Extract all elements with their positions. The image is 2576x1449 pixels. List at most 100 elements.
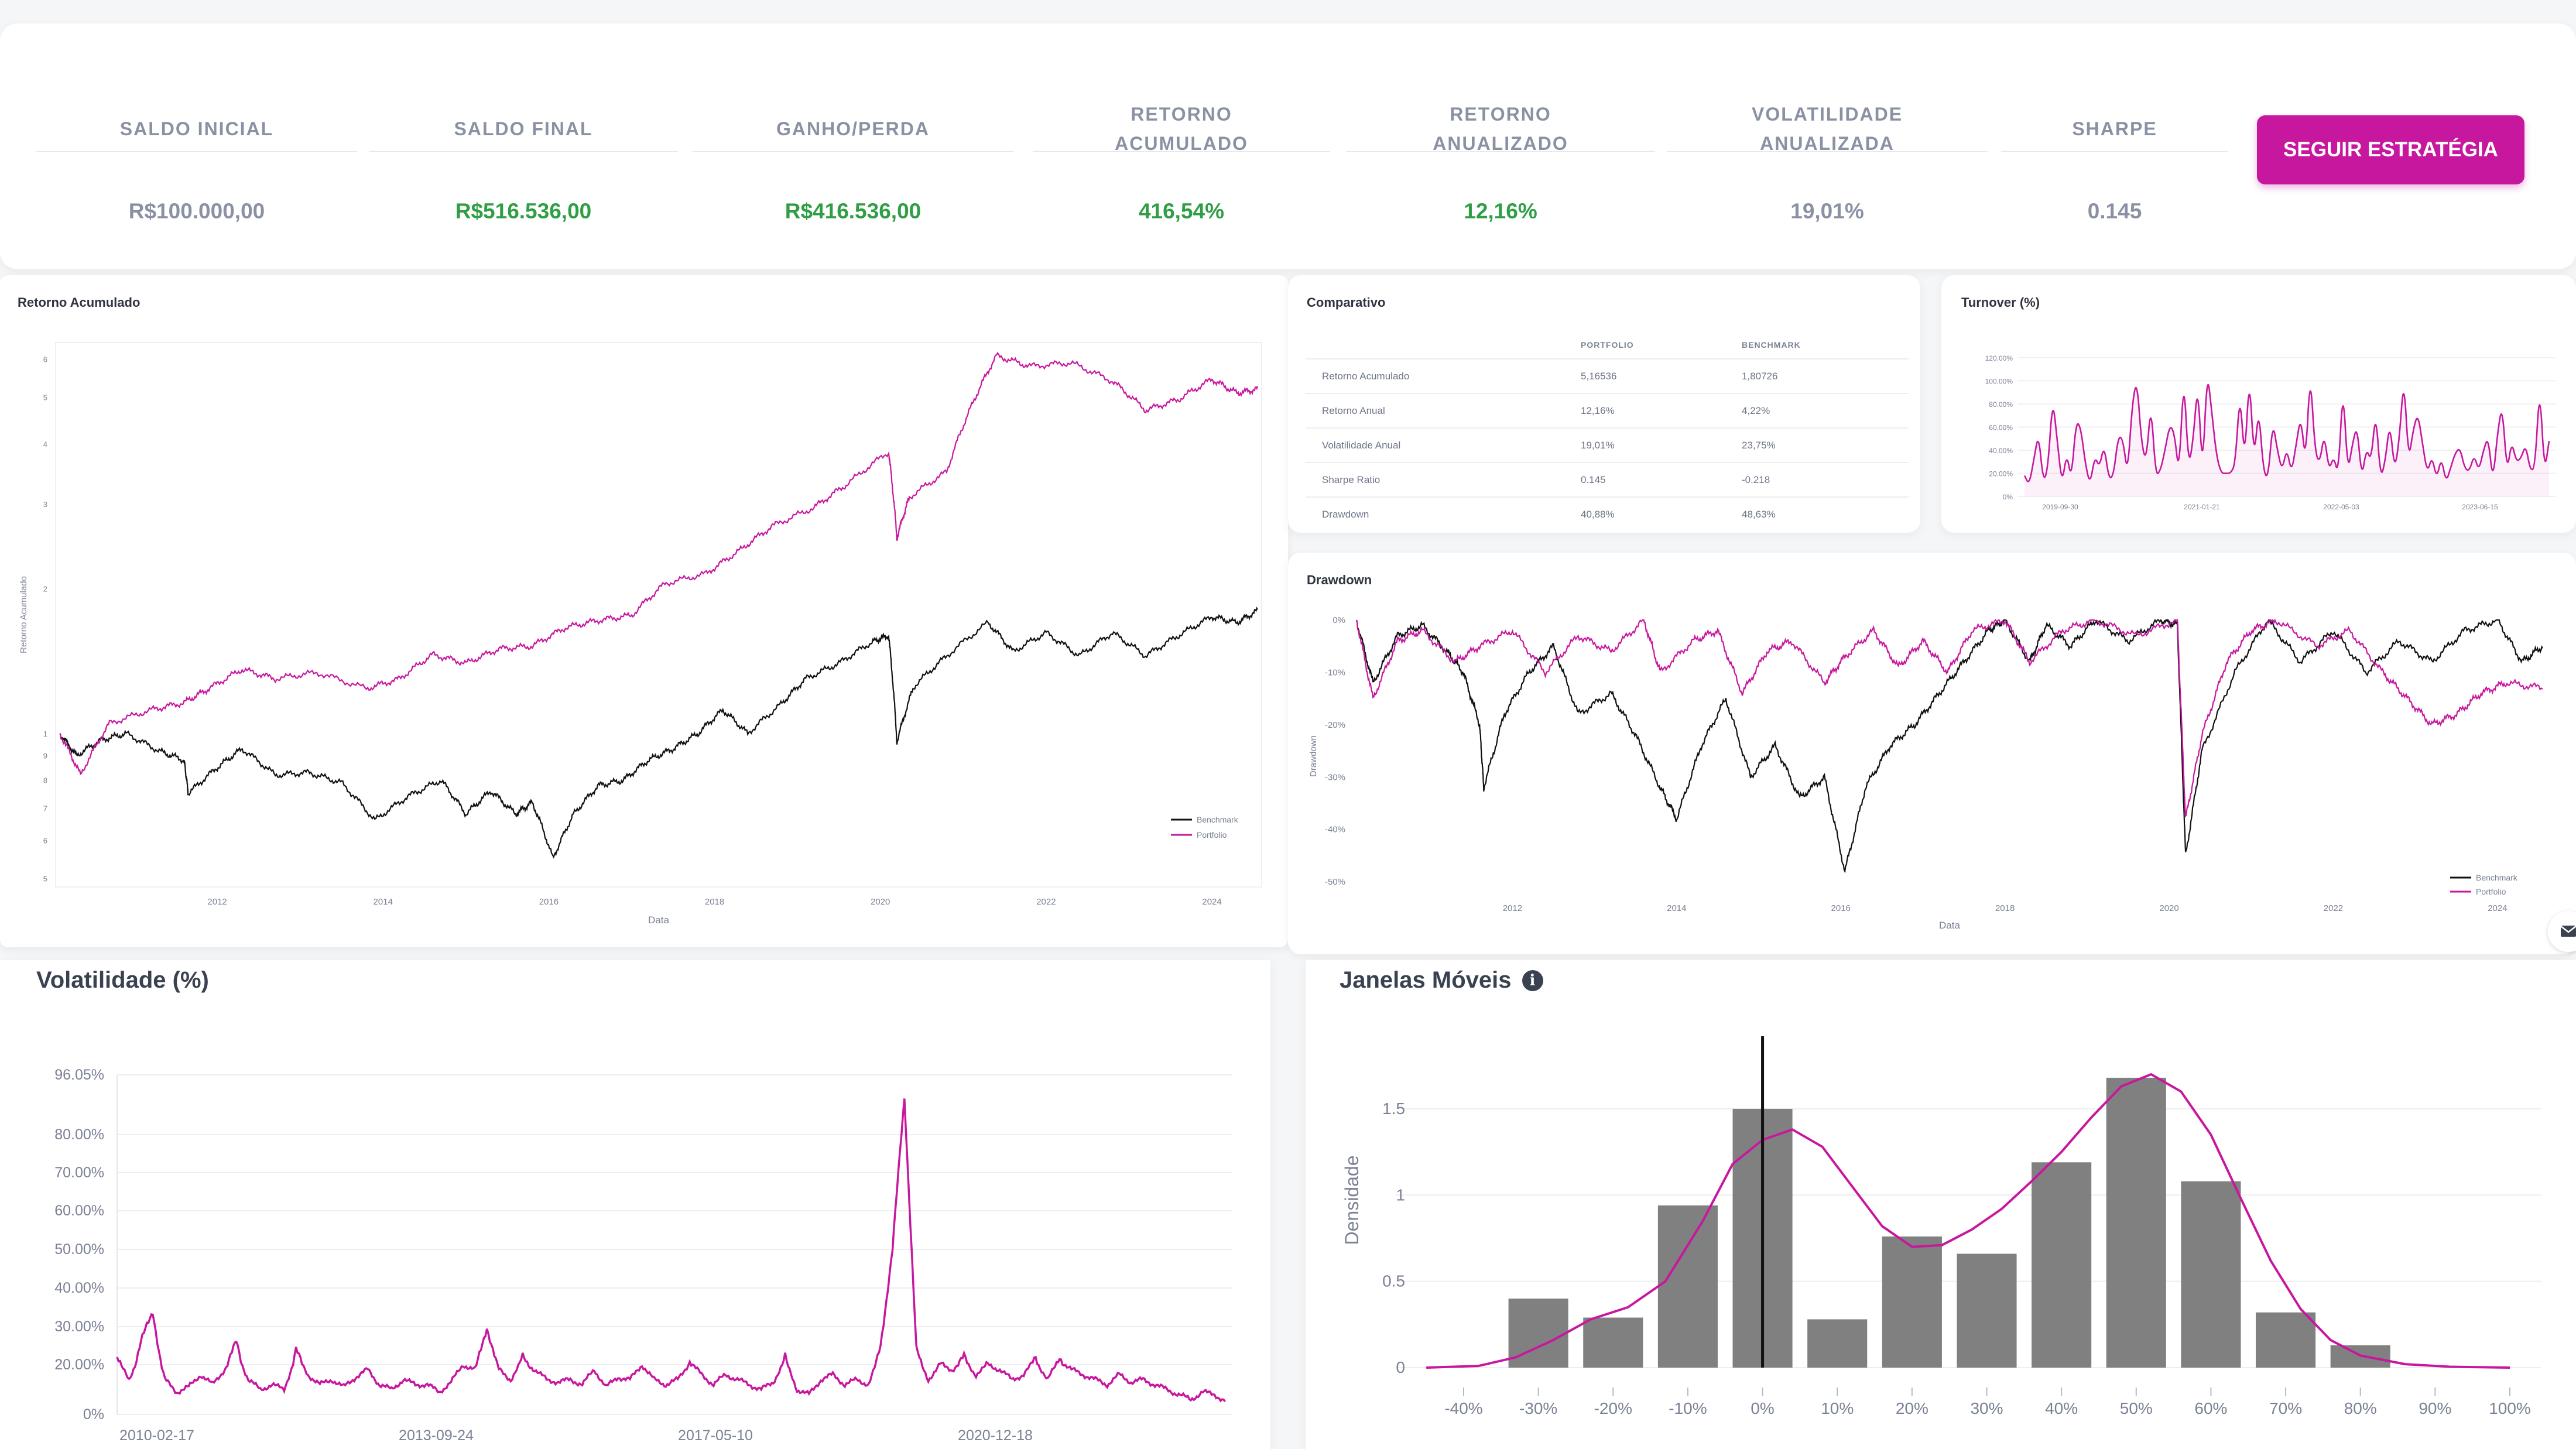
stat-label: SHARPE [2072, 118, 2157, 139]
table-header-row: PORTFOLIO BENCHMARK [1306, 331, 1909, 359]
legend-label: Portfolio [2476, 887, 2506, 896]
mail-icon[interactable] [2548, 911, 2576, 952]
axis-tick-label: 20.00% [1989, 470, 2013, 478]
axis-tick-label: 2020-12-18 [958, 1427, 1033, 1444]
x-axis-label: Data [648, 914, 669, 926]
column-header: BENCHMARK [1742, 340, 1801, 350]
series-line-benchmark [1355, 618, 2543, 873]
series-line-portfolio [1355, 618, 2543, 818]
axis-tick-label: 2010-02-17 [119, 1427, 194, 1444]
axis-tick-label: 50% [2120, 1399, 2153, 1417]
table-row: Sharpe Ratio 0.145 -0.218 [1306, 462, 1909, 497]
axis-tick-label: 2023-06-15 [2462, 503, 2498, 511]
stat-1: SALDO FINAL R$516.536,00 [365, 23, 681, 269]
axis-tick-label: 100% [2489, 1399, 2531, 1417]
table-cell: Volatilidade Anual [1306, 427, 1581, 463]
axis-tick-label: 2017-05-10 [678, 1427, 753, 1444]
legend-label: Portfolio [1197, 830, 1227, 840]
table-row: Retorno Acumulado 5,16536 1,80726 [1306, 358, 1909, 393]
y-axis-label: Densidade [1341, 1156, 1362, 1245]
histogram-bar [1882, 1236, 1942, 1368]
axis-tick-label: 3 [43, 500, 47, 509]
table-cell: 12,16% [1581, 393, 1742, 428]
stat-label: SALDO INICIAL [119, 118, 274, 139]
histogram-bar [1583, 1317, 1643, 1368]
table-cell: Sharpe Ratio [1306, 462, 1581, 497]
stat-label: RETORNO ACUMULADO [1115, 104, 1248, 154]
histogram-bar [2256, 1312, 2316, 1368]
axis-tick-label: 1 [43, 729, 47, 738]
comparativo-table: PORTFOLIO BENCHMARK Retorno Acumulado 5,165… [1306, 331, 1909, 532]
x-axis-label: Data [1939, 920, 1960, 931]
table-cell: 23,75% [1742, 427, 1909, 463]
axis-tick-label: 40.00% [54, 1280, 104, 1296]
axis-tick-label: -30% [1519, 1399, 1557, 1417]
axis-tick-label: 100.00% [1985, 377, 2013, 385]
table-row: Drawdown 40,88% 48,63% [1306, 496, 1909, 532]
axis-tick-label: 2012 [1503, 903, 1522, 913]
stat-value: 19,01% [1790, 199, 1864, 223]
stat-divider [1033, 151, 1330, 152]
axis-tick-label: 2020 [2159, 903, 2178, 913]
volatilidade-chart: 0% 20.00% 30.00% 40.00% 50.00% 60.00% 70.00% 80… [54, 1067, 1232, 1444]
axis-tick-label: 90% [2419, 1399, 2451, 1417]
column-header [1306, 331, 1581, 359]
axis-tick-label: 2020 [871, 897, 890, 907]
axis-tick-label: 2018 [1995, 903, 2015, 913]
janelas-moveis-title: Janelas Móveis i [1340, 967, 1543, 994]
follow-strategy-button[interactable]: SEGUIR ESTRATÉGIA [2257, 115, 2524, 184]
stat-divider [1346, 151, 1655, 152]
axis-tick-label: 1.5 [1382, 1099, 1405, 1118]
column-header: PORTFOLIO [1581, 340, 1634, 350]
info-icon[interactable]: i [1522, 970, 1543, 991]
table-cell: Drawdown [1306, 496, 1581, 532]
axis-tick-label: 30.00% [54, 1318, 104, 1335]
stat-label: SALDO FINAL [454, 118, 593, 139]
axis-tick-label: 9 [43, 752, 47, 761]
table-cell: 1,80726 [1742, 358, 1909, 393]
table-row: Retorno Anual 12,16% 4,22% [1306, 393, 1909, 428]
table-cell: Retorno Acumulado [1306, 358, 1581, 393]
axis-tick-label: 2019-09-30 [2042, 503, 2078, 511]
axis-tick-label: 80% [2344, 1399, 2377, 1417]
table-row: Volatilidade Anual 19,01% 23,75% [1306, 427, 1909, 463]
table-cell: Retorno Anual [1306, 393, 1581, 428]
legend-label: Benchmark [1197, 815, 1239, 824]
series-line-benchmark [59, 607, 1258, 859]
histogram-bar [1957, 1253, 2017, 1368]
janelas-moveis-card: Janelas Móveis i 0 0.5 1 1.5 -40% -30% -20% -10%… [1306, 960, 2576, 1449]
axis-tick-label: -40% [1325, 825, 1345, 835]
stat-divider [369, 151, 678, 152]
stat-divider [36, 151, 357, 152]
table-cell: 48,63% [1742, 496, 1909, 532]
axis-tick-label: 0% [1751, 1399, 1774, 1417]
janelas-moveis-chart: 0 0.5 1 1.5 -40% -30% -20% -10% 0% 10% 20% 30% 40% 50… [1341, 1036, 2541, 1417]
axis-tick-label: 96.05% [54, 1067, 104, 1083]
axis-tick-label: -10% [1325, 667, 1345, 677]
table-cell: 4,22% [1742, 393, 1909, 428]
turnover-chart: 0% 20.00% 40.00% 60.00% 80.00% 100.00% 120.00%… [1985, 354, 2556, 511]
summary-panel: SALDO INICIAL R$100.000,00 SALDO FINAL R$51… [0, 23, 2576, 269]
retorno-acumulado-chart: 5 6 7 8 9 1 2 3 4 5 6 2012 2014 2016 2018 2020 2022 2024 R… [19, 342, 1262, 926]
axis-tick-label: 2021-01-21 [2184, 503, 2220, 511]
drawdown-card: Drawdown 0% -10% -20% -30% -40% -50% 2012 2014 2… [1288, 553, 2576, 954]
axis-tick-label: 80.00% [1989, 400, 2013, 409]
legend-label: Benchmark [2476, 873, 2518, 882]
axis-tick-label: 20% [1896, 1399, 1928, 1417]
drawdown-title: Drawdown [1307, 573, 1372, 587]
volatilidade-title: Volatilidade (%) [36, 967, 209, 993]
stat-value: 416,54% [1138, 199, 1225, 223]
axis-tick-label: 20.00% [54, 1356, 104, 1373]
stat-value: 12,16% [1464, 199, 1537, 223]
axis-tick-label: 60.00% [54, 1203, 104, 1219]
stat-value: R$416.536,00 [785, 199, 922, 223]
janelas-moveis-title-text: Janelas Móveis [1340, 967, 1512, 993]
axis-tick-label: 40% [2045, 1399, 2078, 1417]
turnover-title: Turnover (%) [1961, 295, 2040, 310]
axis-tick-label: 0% [1332, 615, 1345, 625]
stat-5: VOLATILIDADE ANUALIZADA 19,01% [1663, 23, 1991, 269]
stat-value: R$516.536,00 [455, 199, 592, 223]
stat-3: RETORNO ACUMULADO 416,54% [1029, 23, 1334, 269]
stat-2: GANHO/PERDA R$416.536,00 [689, 23, 1017, 269]
axis-tick-label: 50.00% [54, 1241, 104, 1258]
